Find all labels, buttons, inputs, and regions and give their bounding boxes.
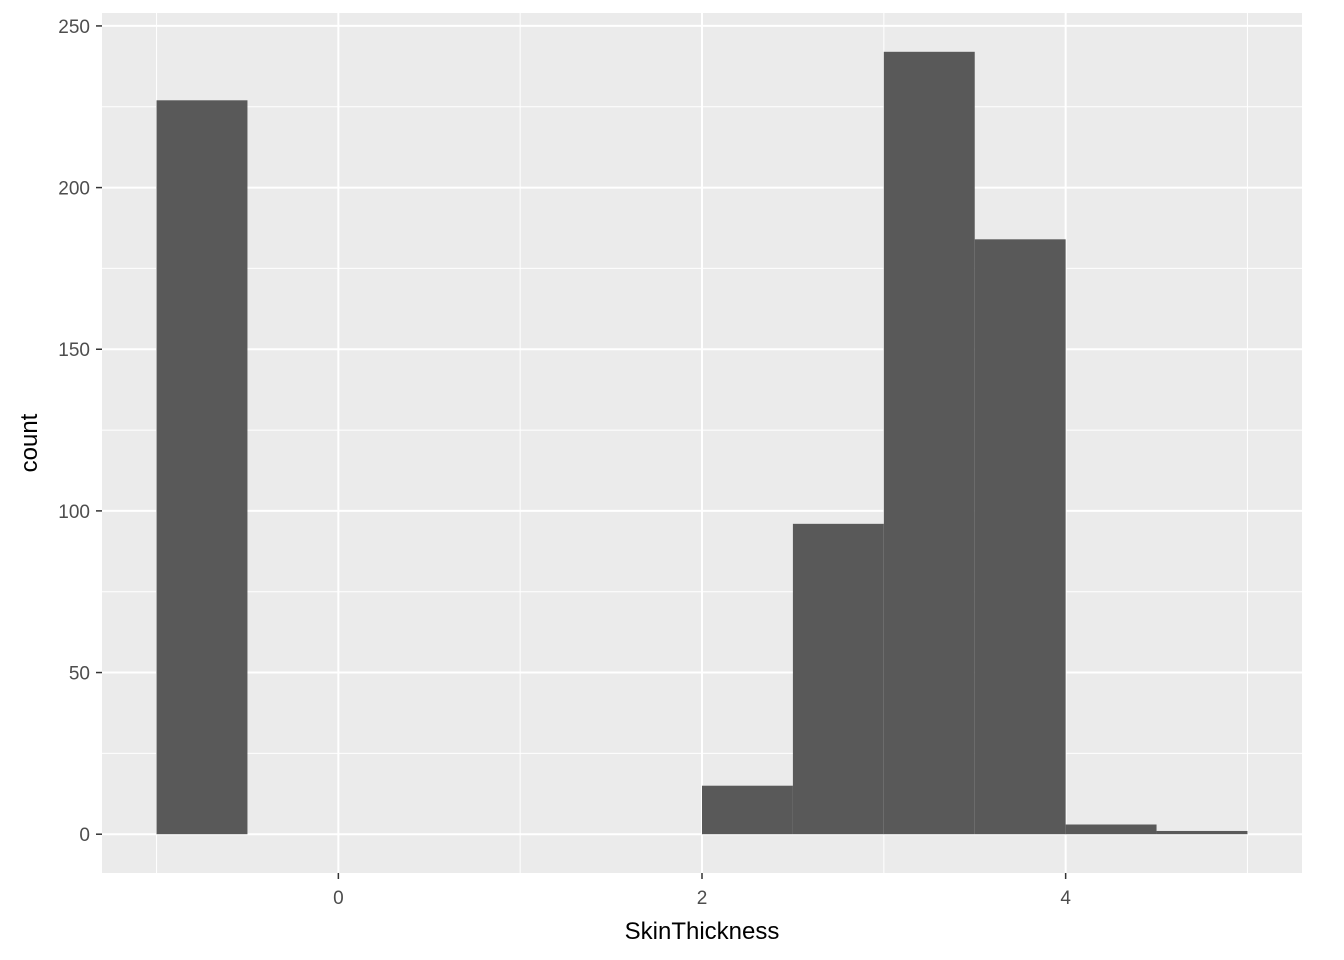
x-tick-label: 0 [333, 888, 344, 909]
x-axis-title: SkinThickness [625, 918, 780, 945]
y-tick-label: 200 [58, 179, 90, 200]
x-tick-label: 2 [697, 888, 708, 909]
x-tick-label: 4 [1060, 888, 1071, 909]
y-tick-label: 50 [69, 664, 90, 685]
y-tick-label: 150 [58, 340, 90, 361]
histogram-bar [702, 785, 793, 835]
y-axis: 0 50 100 150 200 250 [58, 17, 102, 846]
histogram-bar [974, 239, 1066, 835]
y-tick-label: 0 [79, 825, 90, 846]
y-tick-label: 250 [58, 17, 90, 38]
y-axis-title: count [16, 413, 43, 472]
histogram-bar [1065, 824, 1157, 835]
y-tick-label: 100 [58, 502, 90, 523]
histogram-bar [792, 523, 884, 835]
histogram-bar [883, 51, 975, 835]
histogram-bar [1156, 830, 1248, 835]
x-axis: 0 2 4 [333, 873, 1071, 909]
histogram-bars [156, 51, 1248, 835]
histogram-bar [156, 100, 248, 835]
